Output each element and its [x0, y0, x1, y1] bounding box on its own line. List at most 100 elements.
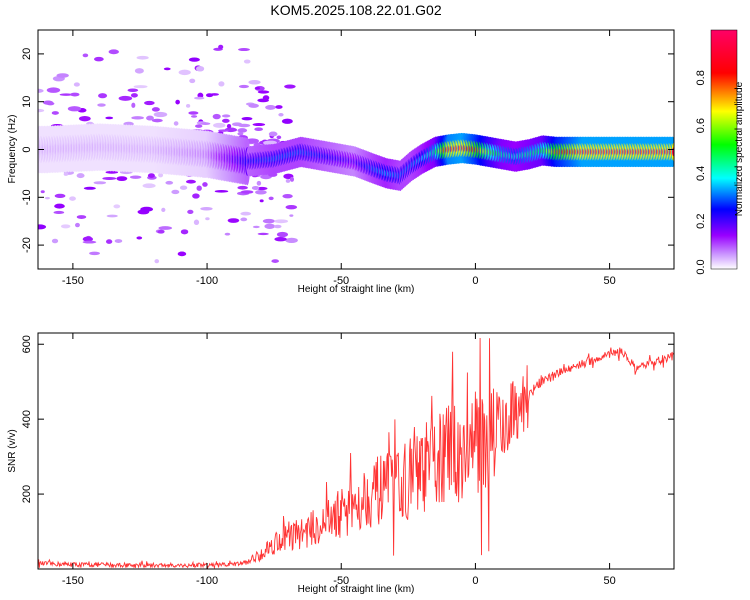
- spectrogram-cell: [127, 88, 139, 92]
- y-tick-label: 200: [21, 485, 33, 503]
- spectrogram-cell: [116, 176, 128, 182]
- spectrogram-cell: [262, 95, 270, 101]
- x-tick-label: -100: [196, 575, 218, 587]
- y-tick-label: -10: [21, 189, 33, 205]
- spectrogram-cell: [161, 207, 166, 213]
- spectrogram-cell: [240, 190, 254, 194]
- spectrogram-cell: [114, 239, 123, 243]
- spectrogram-cell: [51, 238, 59, 244]
- spectrogram-cell: [196, 65, 205, 72]
- spectrogram-cell: [237, 128, 248, 133]
- x-tick-label: -150: [62, 275, 84, 287]
- spectrogram-cell: [144, 100, 155, 106]
- spectrogram-cell: [130, 93, 138, 98]
- spectrogram-cell: [276, 231, 289, 238]
- spectrogram-cell: [252, 123, 266, 127]
- spectrogram-cell: [177, 251, 187, 257]
- spectrogram-cell: [248, 103, 259, 108]
- y-tick-label: -20: [21, 237, 33, 253]
- spectrogram-cell: [78, 115, 91, 122]
- spectrogram-cell: [158, 226, 173, 230]
- spectrogram-cell: [188, 111, 199, 115]
- spectrogram-cell: [221, 114, 231, 118]
- snr-panel: -150 -100 -50 0 50 200 400 600 Height of strai…: [7, 332, 675, 595]
- colorbar-tick-label: 0.4: [695, 166, 707, 181]
- x-tick-label: -50: [333, 575, 349, 587]
- spectrogram-cell: [93, 181, 107, 185]
- snr-plot-area: [38, 337, 674, 569]
- spectrogram-cell: [193, 96, 205, 100]
- spectrogram-cell: [240, 217, 248, 222]
- spectrogram-cell: [108, 49, 119, 55]
- spectrogram-cell: [218, 129, 229, 132]
- spectrogram-cell: [205, 217, 210, 221]
- spectrogram-cell: [75, 222, 80, 228]
- spectrogram-cell: [46, 87, 61, 93]
- spectrogram-cell: [243, 59, 251, 64]
- spectrogram-cell: [165, 180, 174, 185]
- spectrogram-cell: [163, 67, 171, 71]
- spectrogram-cell: [40, 190, 45, 194]
- spectrogram-cell: [142, 183, 156, 189]
- colorbar-ticks: 0.0 0.2 0.4 0.6 0.8: [695, 70, 707, 274]
- spectrogram-heatmap: [38, 44, 674, 264]
- snr-x-label: Height of straight line (km): [298, 584, 415, 595]
- spectrogram-cell: [271, 259, 279, 263]
- spectrogram-cell: [256, 180, 262, 186]
- colorbar-tick-label: 0.8: [695, 70, 707, 85]
- snr-series-line: [38, 337, 674, 569]
- spectrogram-cell: [134, 68, 144, 74]
- spectrogram-cell: [206, 93, 214, 98]
- spectrogram-cell: [278, 112, 284, 117]
- spectrogram-cell: [192, 193, 200, 199]
- spectrogram-cell: [227, 218, 240, 223]
- spectrogram-cell: [76, 215, 87, 220]
- spectrogram-cell: [238, 84, 249, 89]
- spectrogram-cell: [257, 232, 269, 236]
- spectrogram-cell: [214, 190, 229, 193]
- spectrogram-cell: [151, 118, 163, 123]
- spectrogram-cell: [146, 115, 154, 121]
- spectrogram-cell: [254, 86, 261, 90]
- spectrogram-cell: [274, 236, 287, 242]
- spectrogram-cell: [186, 104, 191, 108]
- spectrogram-cell: [241, 117, 253, 121]
- spectrogram-cell: [42, 100, 54, 105]
- spectrogram-x-label: Height of straight line (km): [298, 284, 415, 295]
- spectrogram-cell: [56, 73, 69, 78]
- spectrogram-cell: [185, 179, 196, 184]
- spectrogram-cell: [136, 236, 143, 240]
- snr-y-label: SNR (v/v): [7, 429, 18, 472]
- spectrogram-cell: [202, 182, 208, 187]
- spectrogram-cell: [281, 118, 293, 124]
- spectrogram-cell: [200, 122, 211, 126]
- spectrogram-cell: [187, 209, 194, 215]
- spectrogram-cell: [237, 131, 244, 136]
- spectrogram-cell: [38, 88, 44, 93]
- spectrogram-cell: [251, 185, 260, 190]
- colorbar-tick-label: 0.2: [695, 214, 707, 229]
- spectrogram-cell: [226, 124, 232, 129]
- spectrogram-cell: [171, 189, 180, 195]
- x-tick-label: 0: [472, 575, 478, 587]
- spectrogram-cell: [83, 186, 96, 190]
- spectrogram-cell: [153, 111, 168, 118]
- colorbar-label: Normalized spectral amplitude: [734, 81, 745, 216]
- spectrogram-cell: [45, 196, 50, 200]
- spectrogram-cell: [189, 78, 196, 84]
- x-tick-label: 50: [603, 275, 615, 287]
- spectrogram-cell: [54, 203, 65, 209]
- spectrogram-cell: [285, 204, 298, 210]
- spectrogram-cell: [38, 224, 47, 230]
- spectrogram-cell: [222, 118, 230, 123]
- x-tick-label: -100: [196, 275, 218, 287]
- y-tick-label: 10: [21, 96, 33, 108]
- spectrogram-cell: [237, 123, 251, 128]
- x-tick-label: -150: [62, 575, 84, 587]
- spectrogram-cell: [38, 108, 45, 113]
- colorbar-tick-label: 0.0: [695, 259, 707, 274]
- spectrogram-cell: [265, 105, 276, 110]
- y-tick-label: 600: [21, 335, 33, 353]
- spectrogram-cell: [285, 237, 298, 243]
